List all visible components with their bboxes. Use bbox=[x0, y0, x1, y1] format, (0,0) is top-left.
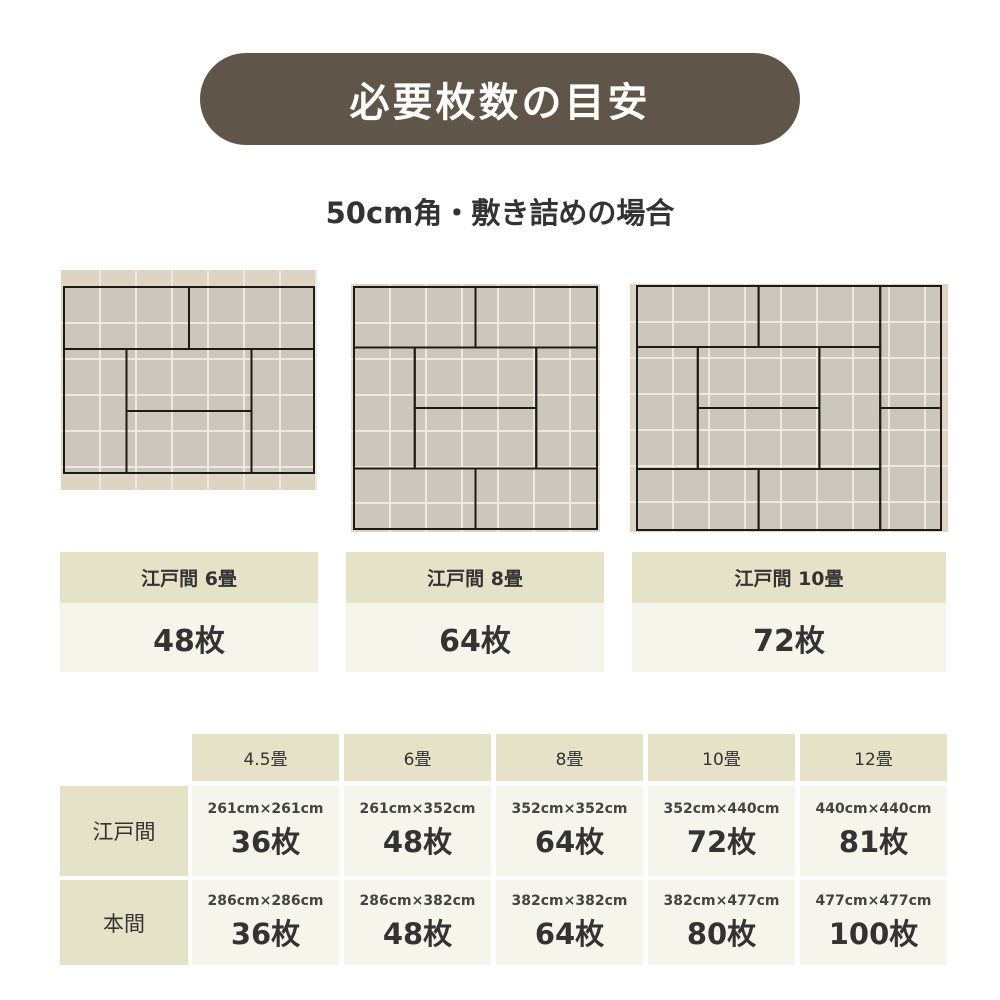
tatami-mat bbox=[250, 348, 315, 474]
room-size: 382cm×477cm bbox=[663, 892, 780, 909]
row-header: 江戸間 bbox=[60, 786, 188, 876]
layout-count: 48枚 bbox=[60, 603, 318, 672]
tile-count: 64枚 bbox=[534, 916, 605, 951]
room-size: 261cm×261cm bbox=[207, 801, 324, 817]
column-header: 8畳 bbox=[496, 734, 643, 781]
table-cell: 440cm×440cm 81枚 bbox=[800, 786, 947, 876]
layout-diagram-8 bbox=[351, 284, 600, 532]
table-cell: 286cm×382cm 48枚 bbox=[344, 880, 491, 965]
table-cell: 382cm×382cm 64枚 bbox=[496, 880, 643, 965]
layout-label: 江戸間 8畳 bbox=[346, 552, 604, 603]
tatami-mat bbox=[757, 468, 882, 531]
room-size: 286cm×382cm bbox=[359, 892, 476, 909]
tile-count: 48枚 bbox=[382, 825, 453, 859]
tile-count: 100枚 bbox=[828, 916, 919, 951]
column-header: 12畳 bbox=[800, 734, 947, 781]
tile-count: 36枚 bbox=[230, 916, 301, 951]
layout-diagram-10 bbox=[630, 284, 948, 532]
table-cell: 352cm×352cm 64枚 bbox=[496, 786, 643, 876]
tile-count: 64枚 bbox=[534, 825, 605, 859]
table-cell: 382cm×477cm 80枚 bbox=[648, 880, 795, 965]
table-cell: 352cm×440cm 72枚 bbox=[648, 786, 795, 876]
table-cell: 261cm×261cm 36枚 bbox=[192, 786, 339, 876]
tile-count: 81枚 bbox=[838, 825, 909, 859]
layout-label: 江戸間 10畳 bbox=[632, 552, 946, 603]
room-size: 477cm×477cm bbox=[815, 892, 932, 909]
room-size: 382cm×382cm bbox=[511, 892, 628, 909]
row-header: 本間 bbox=[60, 880, 188, 965]
subtitle: 50cm角・敷き詰めの場合 bbox=[325, 196, 675, 230]
layout-card-8: 江戸間 8畳 64枚 bbox=[346, 552, 604, 672]
tile-count: 48枚 bbox=[382, 916, 453, 951]
layout-diagram-6 bbox=[61, 270, 317, 490]
layout-card-6: 江戸間 6畳 48枚 bbox=[60, 552, 318, 672]
layout-count: 64枚 bbox=[346, 603, 604, 672]
table-cell: 477cm×477cm 100枚 bbox=[800, 880, 947, 965]
table-cell: 261cm×352cm 48枚 bbox=[344, 786, 491, 876]
column-header: 4.5畳 bbox=[192, 734, 339, 781]
layout-count: 72枚 bbox=[632, 603, 946, 672]
tile-count: 72枚 bbox=[686, 825, 757, 859]
column-header: 10畳 bbox=[648, 734, 795, 781]
column-header: 6畳 bbox=[344, 734, 491, 781]
room-size: 286cm×286cm bbox=[207, 892, 324, 909]
tatami-mat bbox=[474, 467, 598, 530]
title-banner: 必要枚数の目安 bbox=[200, 53, 800, 145]
room-size: 261cm×352cm bbox=[359, 801, 476, 817]
room-size: 440cm×440cm bbox=[815, 801, 932, 817]
tile-count: 36枚 bbox=[230, 825, 301, 859]
layout-card-10: 江戸間 10畳 72枚 bbox=[632, 552, 946, 672]
tile-count: 80枚 bbox=[686, 916, 757, 951]
room-size: 352cm×440cm bbox=[663, 801, 780, 817]
room-size: 352cm×352cm bbox=[511, 801, 628, 817]
layout-label: 江戸間 6畳 bbox=[60, 552, 318, 603]
table-cell: 286cm×286cm 36枚 bbox=[192, 880, 339, 965]
